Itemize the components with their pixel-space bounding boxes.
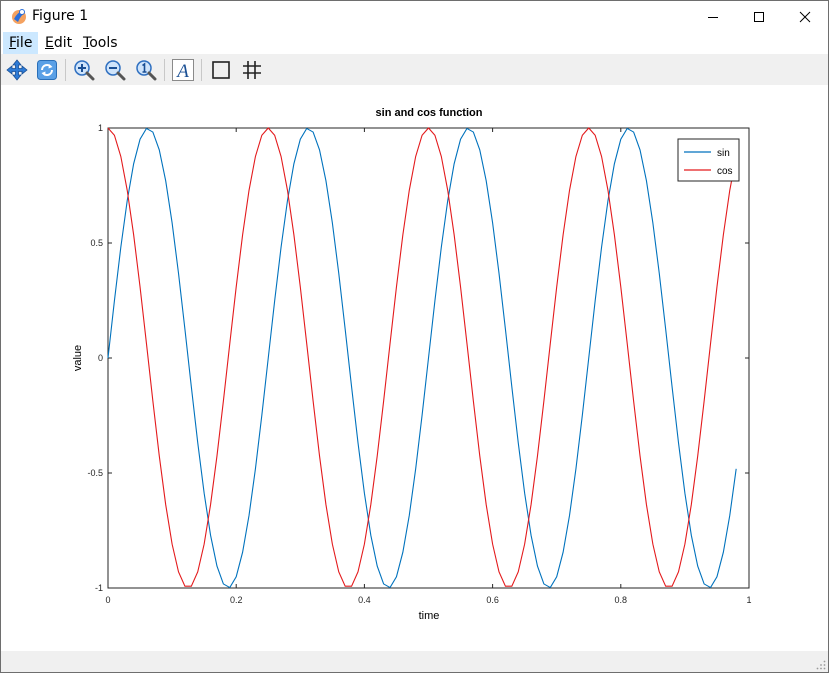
- menu-edit-mnemonic: E: [45, 35, 54, 51]
- minimize-button[interactable]: [690, 1, 736, 32]
- legend-box: [677, 138, 740, 182]
- title-bar[interactable]: Figure 1: [1, 1, 828, 32]
- chart-svg: sin and cos function 0 0.2 0.4 0.6 0.8 1 -1 -0.…: [72, 107, 752, 622]
- menu-bar: File Edit Tools: [1, 32, 828, 54]
- menu-file-label: ile: [16, 35, 33, 51]
- toolbar-separator: [201, 59, 202, 81]
- maximize-icon: [754, 11, 764, 22]
- legend[interactable]: sin cos: [677, 138, 740, 182]
- zoom-in-icon: [74, 60, 95, 81]
- status-bar: [1, 651, 828, 672]
- zoom-reset-button[interactable]: [133, 57, 159, 83]
- x-tick-label: 0.4: [358, 595, 371, 605]
- y-tick-label: -1: [95, 583, 103, 593]
- series-line-cos: [107, 127, 737, 587]
- rotate-icon: [37, 60, 57, 80]
- toolbar-separator: [164, 59, 165, 81]
- toggle-grid-button[interactable]: [239, 57, 265, 83]
- insert-text-icon: A: [172, 59, 194, 82]
- window-title: Figure 1: [32, 8, 89, 24]
- zoom-out-button[interactable]: [102, 57, 128, 83]
- menu-edit[interactable]: Edit: [39, 32, 78, 54]
- x-tick-label: 0: [105, 595, 110, 605]
- toggle-axes-box-button[interactable]: [208, 57, 234, 83]
- chart-title: sin and cos function: [376, 107, 483, 119]
- pan-icon: [6, 59, 28, 81]
- close-button[interactable]: [782, 1, 828, 32]
- series-line-sin: [107, 127, 737, 589]
- octave-app-icon: [12, 9, 26, 24]
- maximize-button[interactable]: [736, 1, 782, 32]
- figure-canvas[interactable]: sin and cos function 0 0.2 0.4 0.6 0.8 1 -1 -0.…: [1, 85, 828, 651]
- y-tick-label: 1: [98, 123, 103, 133]
- x-axis-label: time: [419, 610, 440, 622]
- y-axis-label: value: [72, 345, 84, 371]
- toolbar: A: [1, 54, 828, 85]
- x-tick-label: 0.2: [230, 595, 243, 605]
- menu-tools-label: ools: [89, 35, 118, 51]
- close-icon: [799, 11, 811, 22]
- toggle-grid-icon: [243, 61, 261, 79]
- menu-tools-mnemonic: T: [83, 35, 90, 51]
- y-tick-label: 0: [98, 353, 103, 363]
- toolbar-separator: [65, 59, 66, 81]
- y-tick-label: -0.5: [87, 468, 103, 478]
- legend-label-cos: cos: [717, 166, 733, 177]
- x-tick-label: 1: [746, 595, 751, 605]
- menu-file-mnemonic: F: [9, 35, 17, 51]
- menu-tools[interactable]: Tools: [77, 32, 124, 54]
- insert-text-button[interactable]: A: [170, 57, 196, 83]
- zoom-reset-icon: [136, 60, 157, 81]
- zoom-in-button[interactable]: [71, 57, 97, 83]
- svg-text:A: A: [175, 61, 189, 82]
- legend-label-sin: sin: [717, 148, 730, 159]
- toggle-axes-box-icon: [212, 61, 230, 79]
- axis-ticks: 0 0.2 0.4 0.6 0.8 1 -1 -0.5 0 0.5 1: [87, 123, 751, 605]
- rotate-button[interactable]: [34, 57, 60, 83]
- series-layer: [107, 127, 737, 589]
- x-tick-label: 0.8: [615, 595, 628, 605]
- zoom-out-icon: [105, 60, 126, 81]
- resize-grip-icon[interactable]: [816, 660, 826, 670]
- y-tick-label: 0.5: [90, 238, 103, 248]
- menu-edit-label: dit: [53, 35, 73, 51]
- menu-file[interactable]: File: [3, 32, 39, 54]
- x-tick-label: 0.6: [486, 595, 499, 605]
- pan-button[interactable]: [4, 57, 30, 83]
- minimize-icon: [708, 16, 718, 18]
